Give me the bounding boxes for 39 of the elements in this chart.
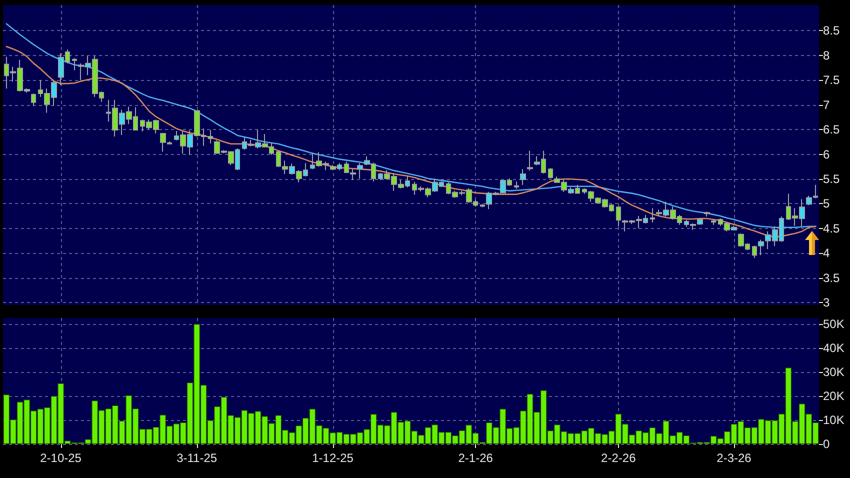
y-tick-label: 40K — [823, 341, 844, 355]
candlestick — [31, 92, 36, 106]
candlestick — [527, 150, 533, 172]
y-tick-label: 5.5 — [823, 172, 840, 186]
x-tick-label: 2-2-26 — [601, 451, 636, 465]
y-tick-label: 3 — [823, 296, 830, 310]
y-tick-label: 7.5 — [823, 73, 840, 88]
y-tick-label: 7 — [823, 98, 830, 112]
y-tick-label: 5 — [823, 196, 830, 211]
x-tick-label: 1-12-25 — [312, 451, 354, 465]
candlestick — [548, 168, 553, 179]
y-tick-label: 0 — [823, 437, 830, 451]
y-tick-label: 4 — [823, 246, 830, 260]
y-tick-label: 8 — [823, 48, 830, 62]
candlestick — [72, 58, 77, 71]
x-tick-label: 2-3-26 — [716, 451, 752, 465]
y-tick-label: 30K — [823, 365, 844, 379]
candlestick — [357, 162, 363, 179]
candlestick — [514, 180, 519, 190]
candlestick — [520, 168, 526, 186]
candlestick — [480, 204, 485, 208]
y-tick-label: 50K — [823, 317, 844, 331]
candlestick — [758, 239, 764, 256]
x-tick-label: 3-11-25 — [176, 451, 218, 465]
y-tick-label: 6.5 — [823, 122, 840, 137]
y-tick-label: 4.5 — [823, 221, 840, 236]
y-tick-label: 20K — [823, 389, 844, 403]
candlestick — [711, 219, 716, 226]
y-tick-label: 8.5 — [823, 24, 840, 38]
candlestick — [650, 208, 655, 223]
y-tick-label: 10K — [823, 413, 844, 427]
candlestick — [752, 245, 757, 259]
x-tick-label: 2-1-26 — [458, 451, 494, 465]
candlestick — [616, 206, 621, 227]
x-tick-label: 2-10-25 — [40, 451, 82, 465]
candlestick — [704, 211, 710, 218]
y-tick-label: 6 — [823, 147, 830, 162]
candlestick — [208, 130, 213, 144]
y-tick-label: 3.5 — [823, 270, 840, 285]
